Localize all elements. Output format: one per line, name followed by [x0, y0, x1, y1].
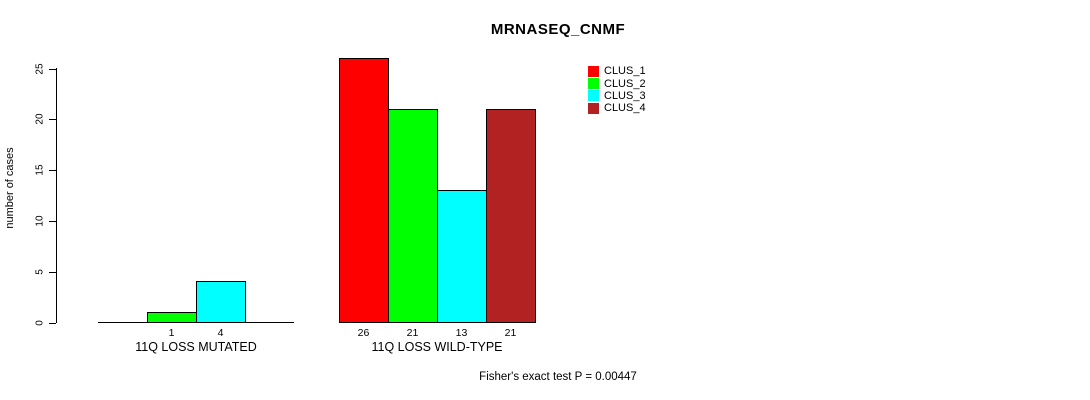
chart-title: MRNASEQ_CNMF — [490, 21, 626, 38]
bar-value-label: 4 — [217, 327, 224, 339]
bar-clus_2 — [388, 109, 438, 323]
bar-clus_3 — [196, 281, 246, 323]
y-tick-label: 0 — [34, 319, 46, 326]
group-label: 11Q LOSS MUTATED — [135, 340, 257, 354]
y-tick-mark — [49, 69, 56, 70]
legend-swatch-clus_2 — [588, 78, 599, 90]
y-axis-label: number of cases — [4, 147, 16, 229]
y-tick-mark — [49, 170, 56, 171]
y-tick-mark — [49, 272, 56, 273]
legend-swatch-clus_3 — [588, 90, 599, 102]
y-tick-mark — [49, 119, 56, 120]
legend-label: CLUS_3 — [604, 89, 646, 102]
legend-swatch-clus_1 — [588, 65, 599, 77]
bar-clus_3 — [437, 190, 487, 323]
y-tick-label: 5 — [34, 268, 46, 275]
legend-label: CLUS_1 — [604, 65, 646, 78]
legend-item: CLUS_4 — [588, 102, 646, 114]
bar-value-label: 26 — [357, 327, 370, 339]
group-label: 11Q LOSS WILD-TYPE — [371, 340, 503, 354]
bar-clus_1 — [339, 58, 389, 323]
bar-clus_2 — [147, 312, 197, 323]
bar-value-label: 21 — [504, 327, 517, 339]
bar-value-label: 13 — [455, 327, 468, 339]
bar-value-label: 21 — [406, 327, 419, 339]
y-tick-label: 20 — [34, 113, 46, 125]
legend-label: CLUS_2 — [604, 77, 646, 90]
legend-swatch-clus_4 — [588, 102, 599, 114]
legend: CLUS_1 CLUS_2 CLUS_3 CLUS_4 — [588, 65, 646, 115]
legend-item: CLUS_2 — [588, 77, 646, 90]
legend-item: CLUS_1 — [588, 65, 646, 77]
legend-item: CLUS_3 — [588, 90, 646, 102]
y-tick-label: 10 — [34, 215, 46, 227]
stat-test-caption: Fisher's exact test P = 0.00447 — [479, 371, 637, 383]
y-tick-label: 25 — [34, 63, 46, 75]
bar-value-label: 1 — [168, 327, 175, 339]
bar-clus_4 — [486, 109, 536, 323]
legend-label: CLUS_4 — [604, 102, 646, 115]
y-tick-label: 15 — [34, 164, 46, 176]
y-tick-mark — [49, 323, 56, 324]
y-axis-line — [56, 68, 57, 323]
y-tick-mark — [49, 221, 56, 222]
